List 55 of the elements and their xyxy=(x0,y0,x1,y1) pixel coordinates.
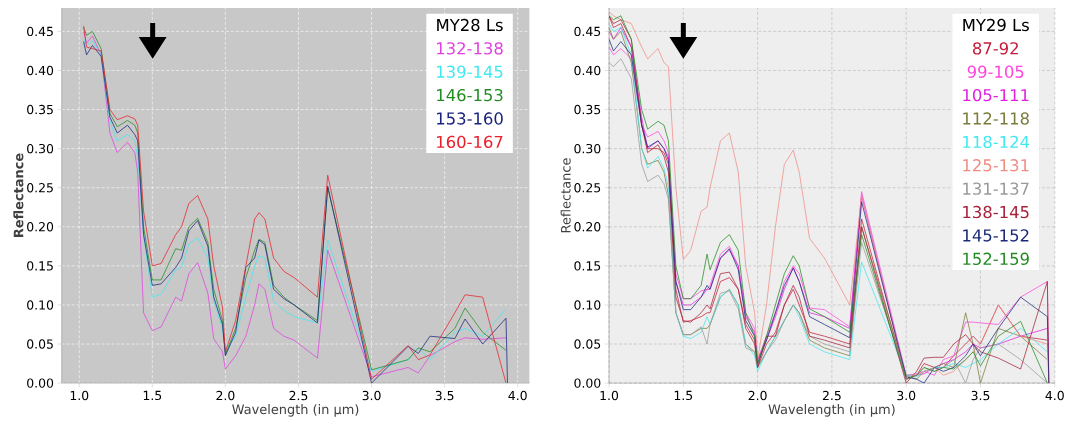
y-tick-label: 0.45 xyxy=(27,26,53,37)
y-tick-label: 0.30 xyxy=(27,143,54,154)
y-tick-label: 0.20 xyxy=(27,222,54,232)
text: 153-160 xyxy=(437,112,503,125)
text: 145-152 xyxy=(963,229,1029,242)
y-tick-label: 0.10 xyxy=(574,300,601,310)
x-tick-label: 1.0 xyxy=(600,390,619,401)
text: 138-145 xyxy=(963,205,1029,219)
y-tick-label: 0.15 xyxy=(574,261,601,271)
text: 160-167 xyxy=(437,135,503,149)
y-tick-label: 0.45 xyxy=(574,26,601,37)
text: 131-137 xyxy=(963,182,1029,195)
x-axis-title: Wavelength (in µm) xyxy=(768,404,895,417)
y-tick-label: 0.00 xyxy=(27,378,54,388)
legend-title: MY28 Ls xyxy=(437,18,503,32)
y-axis-title: Reflectance xyxy=(560,158,571,233)
y-tick-label: 0.40 xyxy=(574,65,601,76)
text: 99-105 xyxy=(967,65,1024,79)
x-tick-label: 4.0 xyxy=(508,390,527,401)
x-tick-label: 4.0 xyxy=(1045,390,1064,401)
x-axis-title: Wavelength (in µm) xyxy=(232,404,359,417)
text: 132-138 xyxy=(437,42,503,55)
x-tick-label: 3.5 xyxy=(435,390,454,401)
y-axis-title: Reflectance xyxy=(13,153,24,238)
text: 105-111 xyxy=(963,88,1029,102)
text: 146-153 xyxy=(437,88,503,102)
y-tick-label: 0.00 xyxy=(574,378,601,388)
x-tick-label: 3.5 xyxy=(971,390,990,401)
x-tick-label: 1.5 xyxy=(143,390,162,401)
y-tick-label: 0.05 xyxy=(574,339,601,349)
x-tick-label: 2.5 xyxy=(289,390,308,401)
legend-title: MY29 Ls xyxy=(963,18,1029,32)
y-tick-label: 0.30 xyxy=(574,143,601,154)
text: 139-145 xyxy=(437,65,503,79)
y-tick-label: 0.15 xyxy=(27,261,53,271)
x-tick-label: 1.0 xyxy=(70,390,89,401)
text: 112-118 xyxy=(963,112,1029,125)
x-tick-label: 2.0 xyxy=(216,390,235,401)
y-tick-label: 0.10 xyxy=(27,300,54,310)
text: 87-92 xyxy=(972,42,1018,55)
x-tick-label: 1.5 xyxy=(674,390,693,401)
x-tick-label: 2.0 xyxy=(748,390,767,401)
x-tick-label: 2.5 xyxy=(822,390,841,401)
y-tick-label: 0.35 xyxy=(27,104,53,115)
text: 152-159 xyxy=(963,252,1029,266)
text: 118-124 xyxy=(963,135,1030,149)
text: 125-131 xyxy=(963,159,1029,172)
x-tick-label: 3.0 xyxy=(897,390,916,401)
y-tick-label: 0.25 xyxy=(27,183,53,193)
y-tick-label: 0.35 xyxy=(574,104,601,115)
y-tick-label: 0.20 xyxy=(574,222,601,232)
x-tick-label: 3.0 xyxy=(362,390,381,401)
y-tick-label: 0.25 xyxy=(574,183,601,193)
y-tick-label: 0.40 xyxy=(27,65,54,76)
y-tick-label: 0.05 xyxy=(27,339,53,349)
